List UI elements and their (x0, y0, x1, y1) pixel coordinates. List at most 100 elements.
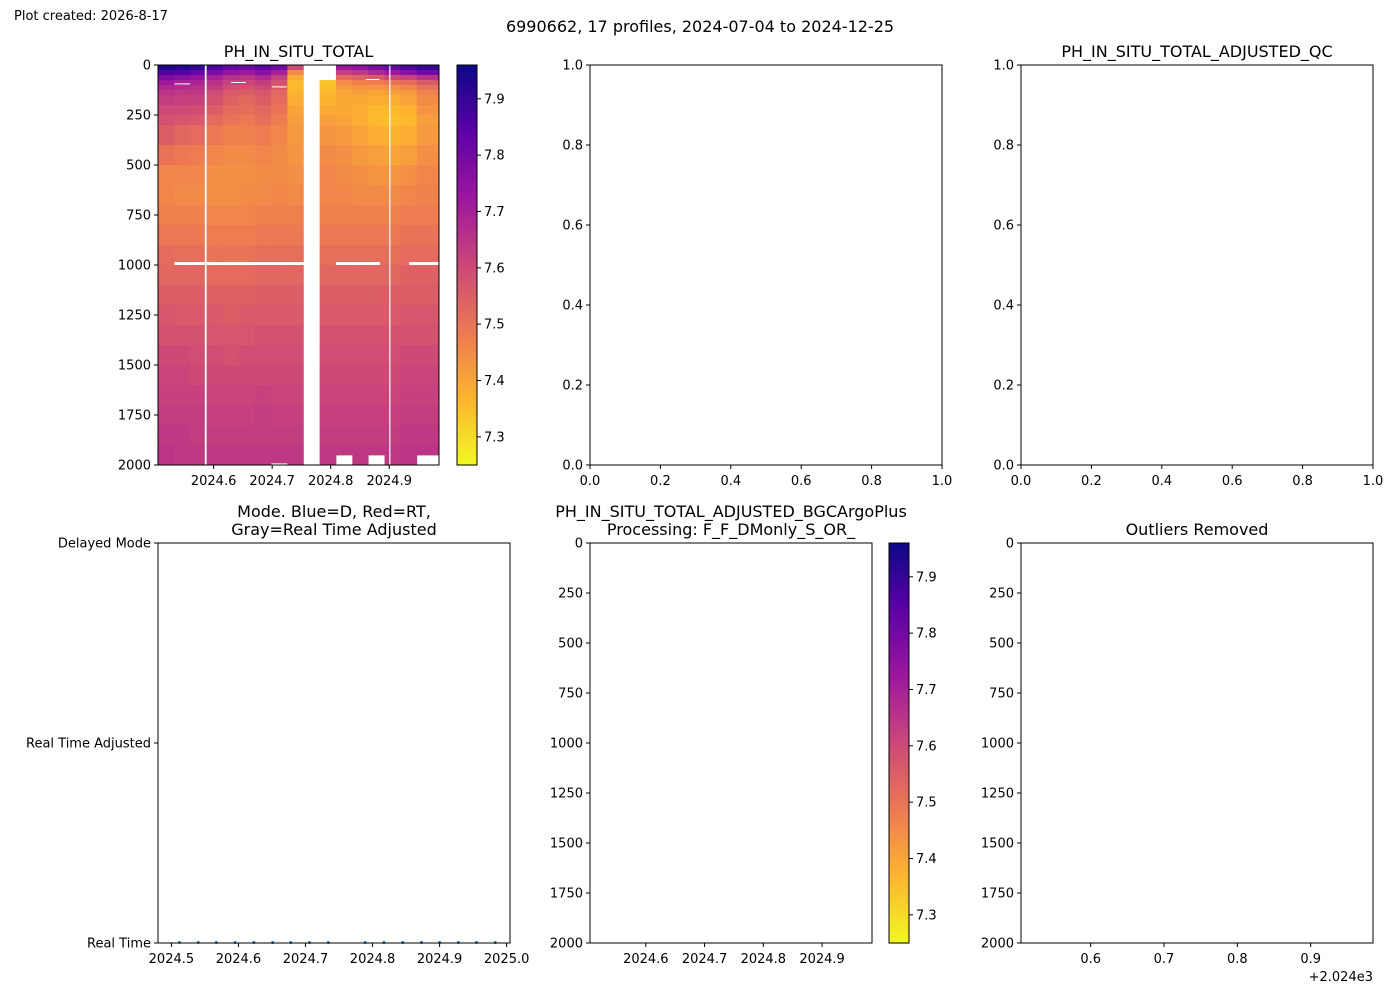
ph_raw-xtick-label: 2024.9 (366, 474, 412, 489)
heatmap-cell (352, 70, 369, 76)
ph_raw-colorbar-segment (457, 148, 477, 153)
heatmap-cell (335, 445, 353, 456)
adjusted_bgc-colorbar-segment (889, 599, 909, 604)
heatmap-cell (319, 90, 337, 96)
heatmap-cell (222, 225, 240, 246)
adjusted_bgc-colorbar-tick-label: 7.7 (916, 683, 937, 698)
adjusted_bgc-colorbar-segment (889, 823, 909, 827)
heatmap-cell (222, 385, 240, 406)
ph_raw-colorbar-segment (457, 408, 477, 413)
heatmap-cell (416, 365, 440, 386)
heatmap-cell (416, 225, 440, 246)
adjusted_bgc-colorbar-segment (889, 713, 909, 717)
heatmap-cell (158, 405, 175, 426)
adjusted_bgc-colorbar-segment (889, 856, 909, 861)
adjusted_bgc-colorbar-segment (889, 663, 909, 667)
heatmap-cell (335, 70, 353, 76)
heatmap-cell (238, 445, 256, 466)
heatmap-cell (335, 80, 353, 86)
adjusted_bgc-colorbar-segment (889, 579, 909, 584)
ph_raw-colorbar-segment (457, 238, 477, 243)
ph_raw-colorbar-tick-label: 7.9 (484, 92, 505, 107)
heatmap-cell (384, 165, 401, 186)
ph_raw-colorbar-segment (457, 195, 477, 199)
adjusted_bgc-colorbar-segment (889, 676, 909, 681)
ph_raw-colorbar-segment (457, 228, 477, 233)
adjusted_bgc-colorbar-segment (889, 593, 909, 597)
heatmap-cell (190, 75, 207, 81)
heatmap-cell (384, 95, 401, 106)
adjusted_bgc-ytick-label: 0 (575, 537, 583, 552)
subplot-adjusted_bgc: 2024.6 2024.7 2024.8 2024.9 0 250 500 750 1000 12… (550, 502, 937, 967)
heatmap-cell (416, 185, 440, 206)
adjusted_bgc-ytick-label: 250 (558, 587, 583, 602)
ph_raw-colorbar-segment (457, 285, 477, 289)
adjusted_bgc-colorbar-segment (889, 766, 909, 771)
ph_raw-colorbar-segment (457, 128, 477, 133)
heatmap-cell (190, 365, 207, 386)
heatmap-cell (287, 125, 305, 146)
heatmap-cell (319, 405, 337, 426)
ph_raw-colorbar-segment (457, 151, 477, 156)
heatmap-cell (384, 265, 401, 286)
heatmap-cell (158, 105, 175, 116)
heatmap-gap (272, 86, 287, 88)
adjusted_qc-ytick-label: 0.8 (993, 139, 1014, 154)
heatmap-cell (287, 365, 305, 386)
heatmap-cell (158, 205, 175, 226)
heatmap-cell (335, 285, 353, 306)
ph_raw-colorbar-tick-label: 7.4 (484, 374, 505, 389)
heatmap-cell (174, 165, 191, 186)
adjusted_bgc-colorbar-segment (889, 773, 909, 777)
adjusted_bgc-colorbar-segment (889, 553, 909, 557)
heatmap-cell (368, 95, 385, 106)
heatmap-cell (352, 365, 369, 386)
heatmap-cell (238, 225, 256, 246)
adjusted_bgc-colorbar-segment (889, 819, 909, 824)
heatmap-cell (206, 265, 224, 286)
ph_raw-colorbar-segment (457, 125, 477, 129)
ph_raw-colorbar-segment (457, 201, 477, 206)
heatmap-cell (287, 325, 305, 346)
ph_raw-colorbar-segment (457, 275, 477, 279)
heatmap-cell (206, 185, 224, 206)
heatmap-cell (352, 85, 369, 91)
heatmap-cell (287, 80, 305, 86)
ph_raw-title: PH_IN_SITU_TOTAL (224, 42, 374, 62)
adjusted_bgc-colorbar-segment (889, 606, 909, 611)
heatmap-cell (238, 80, 256, 86)
heatmap-cell (174, 65, 191, 71)
heatmap-cell (335, 305, 353, 326)
ph_raw-ytick-label: 1250 (118, 309, 151, 324)
ph_raw-colorbar-segment (457, 315, 477, 319)
heatmap-cell (287, 205, 305, 226)
adjusted_bgc-xtick-label: 2024.9 (799, 952, 845, 967)
heatmap-gap (231, 82, 246, 83)
heatmap-cell (335, 105, 353, 116)
heatmap-cell (174, 205, 191, 226)
adjusted_bgc-colorbar-segment (889, 796, 909, 801)
heatmap-cell (255, 405, 272, 426)
heatmap-cell (384, 325, 401, 346)
heatmap-cell (287, 70, 305, 76)
ph_raw-colorbar-segment (457, 401, 477, 406)
ph_raw-colorbar-segment (457, 298, 477, 303)
heatmap-cell (368, 65, 385, 71)
heatmap-cell (238, 265, 256, 286)
adjusted_bgc-colorbar-segment (889, 923, 909, 927)
heatmap-cell (158, 425, 175, 446)
heatmap-cell (222, 445, 240, 466)
heatmap-cell (255, 285, 272, 306)
heatmap-cell (206, 225, 224, 246)
heatmap-cell (190, 145, 207, 166)
adjusted_bgc-colorbar-segment (889, 659, 909, 664)
heatmap-cell (384, 115, 401, 126)
heatmap-cell (400, 185, 418, 206)
adjusted_bgc-colorbar-segment (889, 643, 909, 647)
adjusted_qc-xtick-label: 0.0 (1011, 474, 1032, 489)
heatmap-cell (206, 95, 224, 106)
heatmap-cell (384, 445, 401, 466)
heatmap-cell (222, 185, 240, 206)
ph_raw-colorbar-segment (457, 185, 477, 189)
blank-ytick-label: 0.4 (562, 299, 583, 314)
